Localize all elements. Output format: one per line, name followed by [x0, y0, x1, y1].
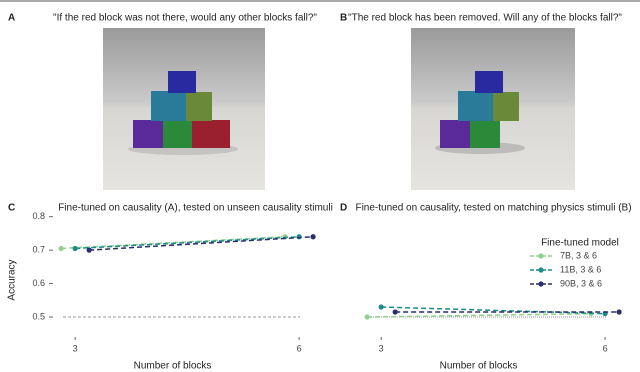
legend-swatch [538, 267, 544, 273]
data-point [86, 247, 92, 253]
series-line [367, 312, 592, 318]
y-tick-label: 0.5 [32, 311, 45, 321]
legend-swatch [538, 253, 544, 259]
x-tick-label: 6 [297, 343, 302, 353]
panel-label: B [340, 13, 347, 24]
legend-swatch [538, 281, 544, 287]
scene-image-b [411, 28, 575, 190]
y-tick-label: 0.7 [32, 245, 45, 255]
data-point [58, 245, 64, 252]
y-tick-label: 0.6 [32, 278, 45, 288]
data-point [378, 304, 384, 310]
data-point [364, 314, 370, 320]
data-point [72, 245, 78, 252]
series-line [89, 236, 314, 251]
caption: "If the red block was not there, would a… [53, 13, 317, 24]
y-tick-label: 0.8 [32, 211, 45, 221]
legend-label: 7B, 3 & 6 [560, 250, 597, 260]
series-line [75, 236, 300, 250]
panel-label: C [8, 203, 15, 214]
y-axis-label: Accuracy [7, 259, 18, 300]
panel-label: A [8, 13, 15, 24]
x-tick-label: 6 [603, 343, 608, 353]
chart-title: Fine-tuned on causality, tested on match… [355, 203, 631, 214]
caption: "The red block has been removed. Will an… [348, 13, 622, 24]
chart-title: Fine-tuned on causality (A), tested on u… [58, 203, 333, 214]
legend-title: Fine-tuned model [541, 238, 619, 249]
data-point [616, 309, 622, 315]
data-point [310, 234, 316, 240]
data-point [392, 309, 398, 315]
legend-label: 11B, 3 & 6 [560, 264, 601, 274]
scene-image-a [103, 28, 265, 190]
x-tick-label: 3 [379, 343, 384, 353]
x-axis-label: Number of blocks [134, 361, 212, 372]
x-tick-label: 3 [73, 343, 78, 353]
x-axis-label: Number of blocks [440, 361, 518, 372]
panel-label: D [340, 203, 347, 214]
legend-label: 90B, 3 & 6 [560, 278, 602, 288]
